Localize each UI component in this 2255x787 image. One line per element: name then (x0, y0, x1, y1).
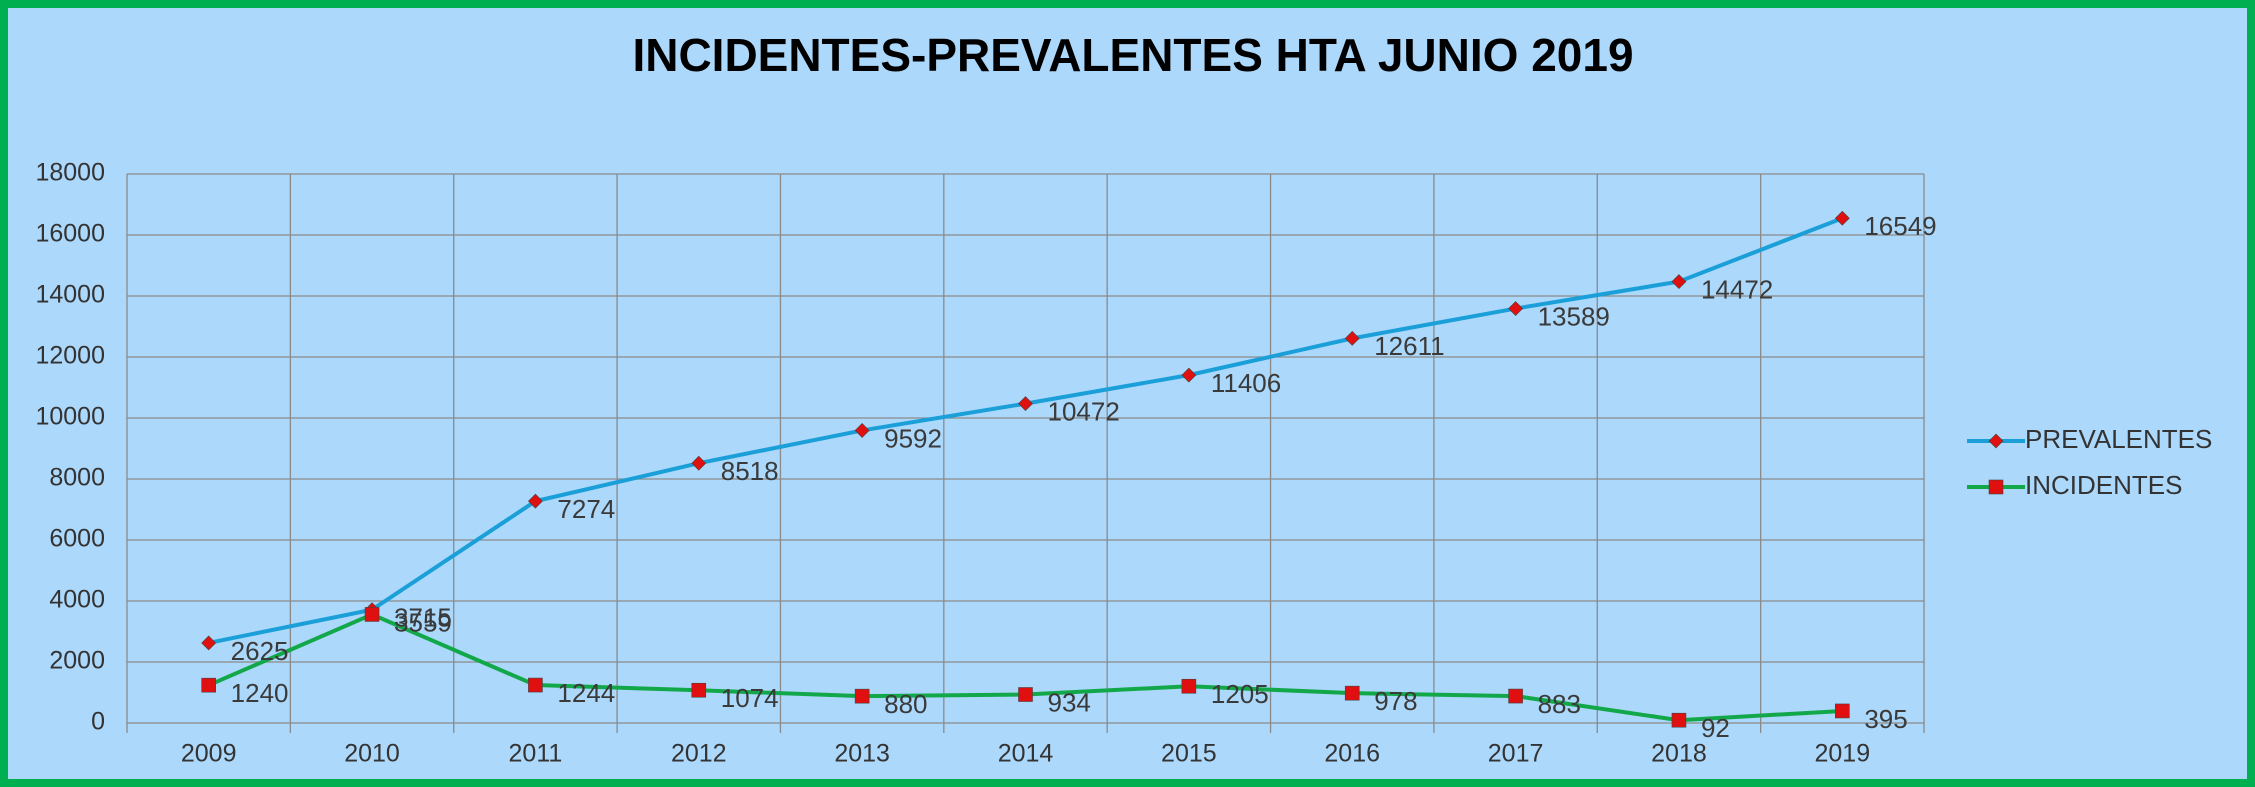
marker (201, 635, 217, 651)
data-label: 92 (1701, 713, 1730, 743)
x-tick-label: 2017 (1488, 740, 1544, 768)
x-tick-label: 2018 (1651, 740, 1707, 768)
y-tick-label: 16000 (35, 220, 105, 248)
marker (527, 493, 543, 509)
x-tick-label: 2015 (1161, 740, 1217, 768)
y-tick-label: 10000 (35, 403, 105, 431)
data-label: 395 (1864, 704, 1907, 734)
marker (1508, 301, 1524, 316)
marker (1671, 274, 1687, 290)
y-tick-label: 6000 (49, 525, 105, 553)
data-label: 1244 (557, 678, 615, 708)
chart-title: INCIDENTES-PREVALENTES HTA JUNIO 2019 (632, 29, 1633, 81)
data-label: 10472 (1048, 396, 1120, 426)
marker (201, 677, 216, 693)
data-label: 3559 (394, 607, 452, 637)
marker (1834, 210, 1850, 226)
marker (528, 677, 543, 693)
marker (691, 682, 707, 698)
data-label: 3715 (394, 603, 452, 633)
y-tick-label: 18000 (35, 159, 105, 187)
x-tick-label: 2010 (344, 740, 400, 768)
data-label: 9592 (884, 423, 942, 453)
data-label: 978 (1374, 686, 1417, 716)
data-label: 1240 (231, 678, 289, 708)
marker (691, 455, 707, 471)
marker (1835, 703, 1850, 719)
data-label: 880 (884, 689, 927, 719)
y-tick-label: 8000 (49, 464, 105, 492)
y-tick-label: 12000 (35, 342, 105, 370)
marker (854, 423, 870, 438)
marker (1988, 479, 2004, 495)
x-tick-label: 2016 (1324, 740, 1380, 768)
x-tick-label: 2013 (834, 740, 890, 768)
data-label: 2625 (231, 636, 289, 666)
marker (1018, 687, 1033, 702)
data-label: 934 (1048, 687, 1091, 717)
marker (364, 607, 380, 622)
y-tick-label: 4000 (49, 586, 105, 614)
data-label: 12611 (1374, 331, 1444, 361)
x-tick-label: 2012 (671, 740, 727, 768)
marker (1988, 433, 2004, 449)
marker (1671, 712, 1687, 728)
data-label: 13589 (1538, 301, 1610, 331)
y-tick-label: 14000 (35, 281, 105, 309)
marker (1344, 685, 1360, 701)
marker (854, 688, 870, 704)
data-label: 7274 (557, 494, 615, 524)
marker (1181, 367, 1197, 383)
marker (1344, 330, 1360, 346)
y-tick-label: 0 (91, 708, 105, 736)
data-label: 11406 (1211, 368, 1281, 398)
x-tick-label: 2009 (181, 740, 237, 768)
y-tick-label: 2000 (49, 647, 105, 675)
data-label: 14472 (1701, 274, 1773, 304)
marker (1018, 396, 1033, 412)
legend-label: INCIDENTES (2025, 470, 2182, 500)
x-tick-label: 2019 (1815, 740, 1871, 768)
x-tick-label: 2011 (509, 740, 563, 768)
marker (1181, 678, 1197, 694)
data-label: 1205 (1211, 679, 1269, 709)
data-label: 883 (1538, 689, 1581, 719)
legend-label: PREVALENTES (2025, 424, 2212, 454)
x-tick-label: 2014 (998, 740, 1054, 768)
data-label: 16549 (1864, 211, 1936, 241)
data-label: 1074 (721, 683, 779, 713)
data-label: 8518 (721, 456, 779, 486)
marker (1508, 688, 1523, 704)
